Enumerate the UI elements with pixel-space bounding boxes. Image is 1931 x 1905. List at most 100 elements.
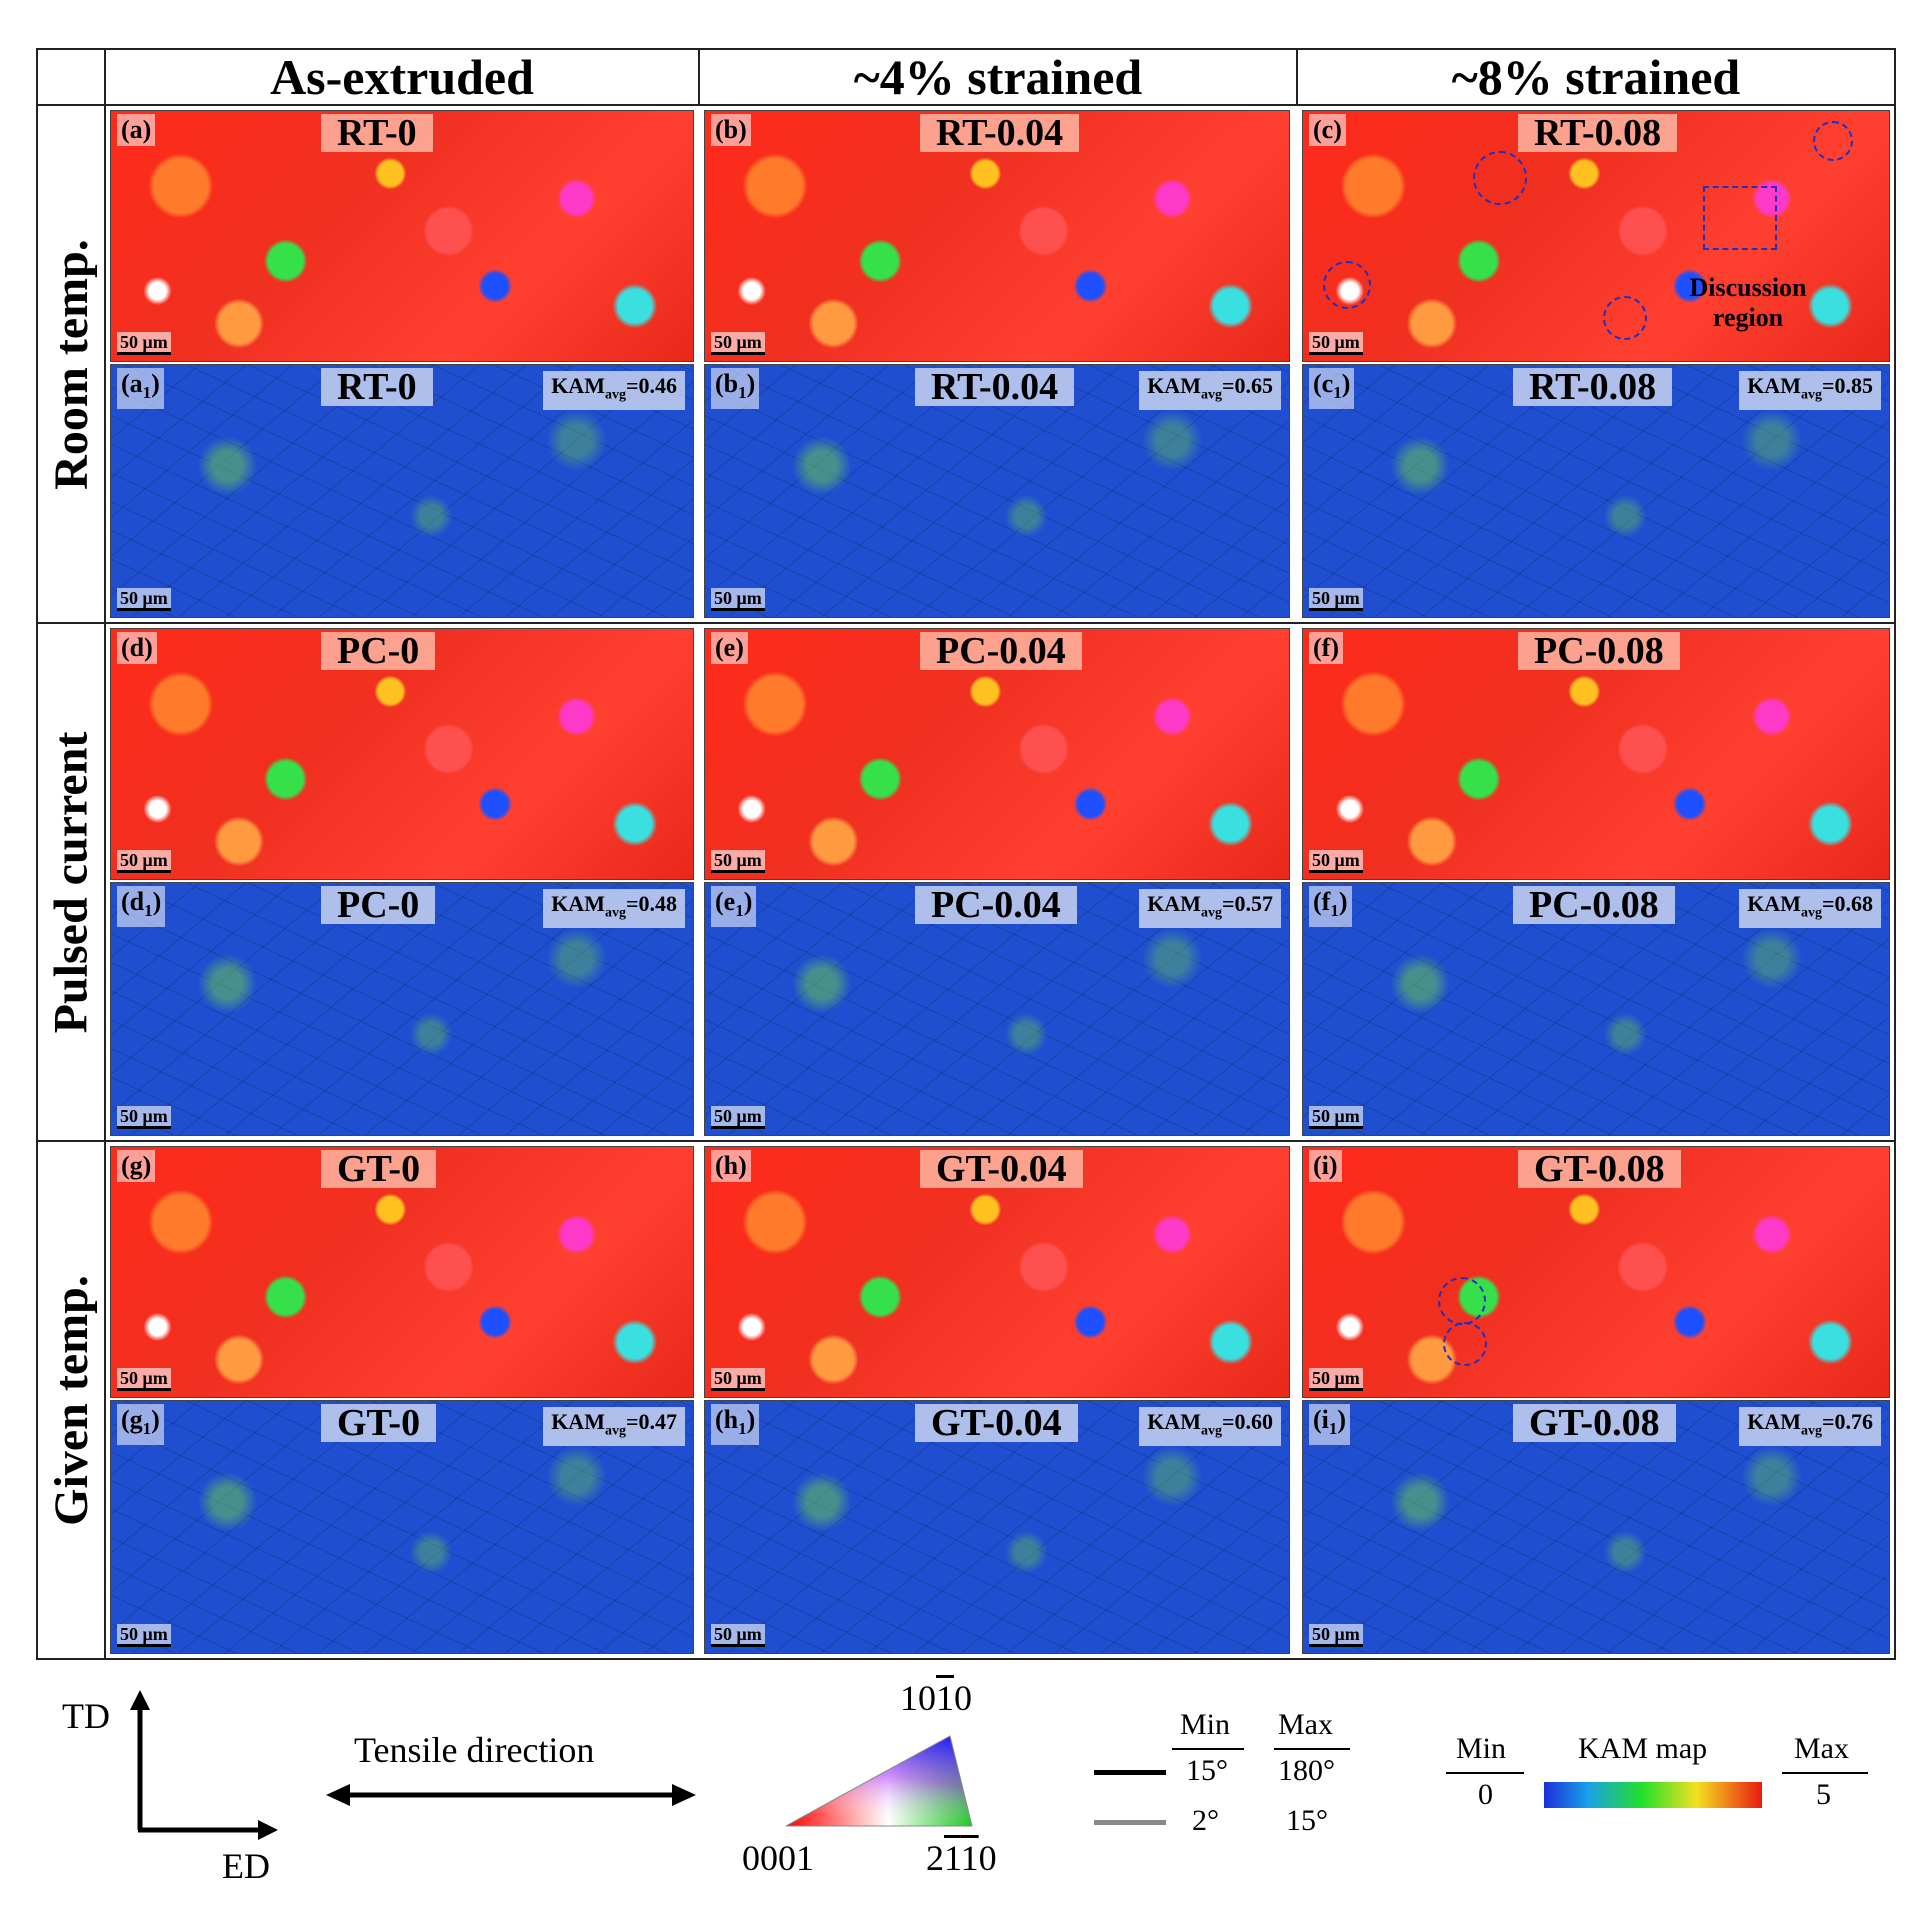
grid-line bbox=[38, 104, 1894, 106]
panel-label: (b) bbox=[711, 114, 751, 146]
boundary-high-min: 15° bbox=[1186, 1754, 1228, 1787]
kam-average-value: KAMavg=0.65 bbox=[1139, 371, 1281, 411]
column-header-4-strained: ~4% strained bbox=[698, 50, 1296, 104]
panel-label: (b1) bbox=[711, 368, 760, 410]
tensile-direction-label: Tensile direction bbox=[354, 1730, 595, 1770]
ipf-color-triangle-icon bbox=[785, 1735, 973, 1827]
panel-g-ipf-map: (g) GT-0 50 μm bbox=[110, 1146, 694, 1398]
grid-line bbox=[38, 622, 1894, 624]
kam-min-label: Min bbox=[1456, 1732, 1507, 1765]
panel-title: GT-0 bbox=[321, 1404, 437, 1442]
kam-min-value: 0 bbox=[1478, 1778, 1493, 1811]
column-header-as-extruded: As-extruded bbox=[104, 50, 698, 104]
legend: TD ED Tensile direction bbox=[0, 1680, 1931, 1900]
scale-bar: 50 μm bbox=[1309, 332, 1363, 355]
figure-grid: As-extruded ~4% strained ~8% strained Ro… bbox=[36, 48, 1896, 1660]
panel-label: (c) bbox=[1309, 114, 1346, 146]
dashed-circle-marker bbox=[1438, 1277, 1486, 1325]
low-angle-boundary-line bbox=[1094, 1820, 1166, 1825]
scale-bar: 50 μm bbox=[117, 1368, 171, 1391]
panel-c-ipf-map: (c) RT-0.08 Discussion region 50 μm bbox=[1302, 110, 1890, 362]
ipf-label-left: 0001 bbox=[742, 1838, 814, 1878]
panel-label: (e1) bbox=[711, 886, 757, 928]
dashed-circle-marker bbox=[1813, 121, 1853, 161]
scale-bar: 50 μm bbox=[117, 1624, 171, 1647]
kam-average-value: KAMavg=0.47 bbox=[543, 1407, 685, 1447]
panel-title: RT-0 bbox=[321, 368, 433, 406]
scale-bar: 50 μm bbox=[117, 588, 171, 611]
boundary-max-label: Max bbox=[1278, 1708, 1333, 1741]
kam-average-value: KAMavg=0.48 bbox=[543, 889, 685, 929]
kam-min-divider bbox=[1446, 1772, 1524, 1774]
kam-colorbar bbox=[1544, 1782, 1762, 1808]
panel-label: (h1) bbox=[711, 1404, 760, 1446]
panel-title: PC-0.08 bbox=[1513, 886, 1675, 924]
dashed-circle-marker bbox=[1603, 296, 1647, 340]
panel-label: (h) bbox=[711, 1150, 751, 1182]
panel-d-ipf-map: (d) PC-0 50 μm bbox=[110, 628, 694, 880]
scale-bar: 50 μm bbox=[711, 1106, 765, 1129]
panel-a1-kam-map: (a1) RT-0 KAMavg=0.46 50 μm bbox=[110, 364, 694, 618]
panel-title: PC-0.04 bbox=[915, 886, 1077, 924]
row-label-text: Room temp. bbox=[44, 238, 98, 490]
ipf-label-right: 2110 bbox=[926, 1838, 997, 1878]
panel-label: (e) bbox=[711, 632, 748, 664]
discussion-line-1: Discussion bbox=[1689, 273, 1807, 302]
panel-c1-kam-map: (c1) RT-0.08 KAMavg=0.85 50 μm bbox=[1302, 364, 1890, 618]
scale-bar: 50 μm bbox=[711, 1624, 765, 1647]
panel-label: (g1) bbox=[117, 1404, 164, 1446]
panel-label: (c1) bbox=[1309, 368, 1355, 410]
panel-title: GT-0 bbox=[321, 1150, 437, 1188]
panel-title: PC-0 bbox=[321, 632, 436, 670]
kam-average-value: KAMavg=0.57 bbox=[1139, 889, 1281, 929]
panel-b-ipf-map: (b) RT-0.04 50 μm bbox=[704, 110, 1290, 362]
scale-bar: 50 μm bbox=[117, 1106, 171, 1129]
kam-max-value: 5 bbox=[1816, 1778, 1831, 1811]
panel-i-ipf-map: (i) GT-0.08 50 μm bbox=[1302, 1146, 1890, 1398]
kam-average-value: KAMavg=0.60 bbox=[1139, 1407, 1281, 1447]
kam-average-value: KAMavg=0.68 bbox=[1739, 889, 1881, 929]
panel-title: PC-0.04 bbox=[920, 632, 1082, 670]
panel-title: PC-0.08 bbox=[1518, 632, 1680, 670]
panel-label: (f1) bbox=[1309, 886, 1352, 928]
panel-title: PC-0 bbox=[321, 886, 436, 924]
panel-label: (i1) bbox=[1309, 1404, 1351, 1446]
panel-f-ipf-map: (f) PC-0.08 50 μm bbox=[1302, 628, 1890, 880]
panel-h-ipf-map: (h) GT-0.04 50 μm bbox=[704, 1146, 1290, 1398]
row-label-room-temp: Room temp. bbox=[38, 104, 104, 622]
row-label-given-temp: Given temp. bbox=[38, 1140, 104, 1658]
boundary-min-divider bbox=[1172, 1748, 1244, 1750]
row-label-pulsed-current: Pulsed current bbox=[38, 622, 104, 1140]
panel-h1-kam-map: (h1) GT-0.04 KAMavg=0.60 50 μm bbox=[704, 1400, 1290, 1654]
scale-bar: 50 μm bbox=[711, 1368, 765, 1391]
scale-bar: 50 μm bbox=[1309, 850, 1363, 873]
boundary-max-divider bbox=[1274, 1748, 1350, 1750]
scale-bar: 50 μm bbox=[711, 588, 765, 611]
scale-bar: 50 μm bbox=[1309, 1368, 1363, 1391]
scale-bar: 50 μm bbox=[1309, 588, 1363, 611]
grid-line bbox=[104, 50, 106, 1658]
ipf-label-top: 1010 bbox=[900, 1678, 972, 1718]
axis-label-ed: ED bbox=[222, 1846, 270, 1886]
scale-bar: 50 μm bbox=[1309, 1106, 1363, 1129]
panel-title: GT-0.04 bbox=[915, 1404, 1078, 1442]
discussion-region-label: Discussion region bbox=[1658, 273, 1838, 333]
dashed-circle-marker bbox=[1443, 1322, 1487, 1366]
scale-bar: 50 μm bbox=[117, 850, 171, 873]
double-arrow-icon bbox=[326, 1784, 696, 1806]
axis-arrows-icon bbox=[130, 1690, 278, 1840]
panel-e-ipf-map: (e) PC-0.04 50 μm bbox=[704, 628, 1290, 880]
boundary-min-label: Min bbox=[1180, 1708, 1231, 1741]
kam-average-value: KAMavg=0.85 bbox=[1739, 371, 1881, 411]
grid-line bbox=[38, 1140, 1894, 1142]
boundary-low-min: 2° bbox=[1192, 1804, 1219, 1837]
kam-max-label: Max bbox=[1794, 1732, 1849, 1765]
high-angle-boundary-line bbox=[1094, 1770, 1166, 1775]
panel-label: (i) bbox=[1309, 1150, 1342, 1182]
scale-bar: 50 μm bbox=[117, 332, 171, 355]
panel-label: (f) bbox=[1309, 632, 1343, 664]
discussion-line-2: region bbox=[1712, 303, 1784, 332]
kam-max-divider bbox=[1782, 1772, 1868, 1774]
panel-title: RT-0.04 bbox=[915, 368, 1075, 406]
boundary-high-max: 180° bbox=[1278, 1754, 1335, 1787]
